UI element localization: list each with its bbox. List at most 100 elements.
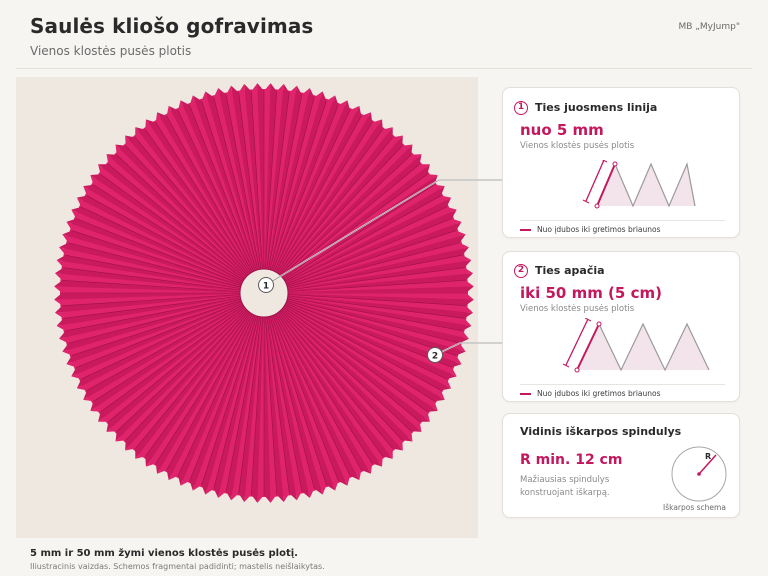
pleat-face-shade [238, 316, 262, 503]
pleat-crease [71, 300, 242, 356]
pleat-crease [272, 315, 339, 481]
pleat-face-shade [280, 309, 413, 442]
radius-schema-caption: Iškarpos schema [663, 503, 726, 512]
pleat-face-shade [192, 95, 257, 271]
hem-card: 2 Ties apačia iki 50 mm (5 cm) Vienos kl… [502, 251, 740, 402]
hem-card-divider [520, 384, 725, 385]
pleat-face-shade [62, 298, 241, 352]
pleat-face-light [106, 308, 247, 432]
pleat-crease [68, 298, 241, 344]
pleat-face-shade [54, 280, 241, 293]
pleat-face-light [286, 300, 462, 365]
pleat-crease [265, 316, 277, 495]
pleat-crease [100, 306, 245, 412]
pleat-crease [225, 94, 260, 270]
pleat-crease [135, 311, 249, 449]
pleat-face-shade [286, 299, 466, 356]
pleat-face-shade [56, 255, 241, 290]
pleat-face-light [284, 304, 445, 400]
pleat-crease [238, 316, 262, 494]
pleat-face-light [251, 83, 264, 270]
pleat-face-light [287, 293, 474, 300]
pleat-face-shade [284, 305, 445, 402]
pleat-face-light [90, 174, 245, 281]
radius-schema-icon: R [671, 446, 727, 502]
pleat-face-shade [90, 174, 245, 280]
pleat-crease [277, 312, 383, 457]
pleat-crease [145, 129, 251, 274]
pleat-face-shade [180, 100, 256, 271]
pleat-crease [135, 137, 249, 275]
pleat-crease [62, 280, 241, 292]
pleat-face-shade [287, 293, 474, 306]
pleat-face-light [274, 314, 362, 481]
pleat-face-shade [272, 315, 348, 486]
pleat-face-light [205, 316, 259, 495]
radius-card-desc: Mažiausias spindulys konstruojant iškarp… [520, 475, 610, 498]
pleat-face-shade [285, 303, 452, 391]
waist-card-badge: 1 [514, 101, 528, 115]
pleat-face-light [267, 316, 302, 501]
pleat-crease [251, 91, 263, 270]
pleat-face-light [56, 296, 241, 331]
pleat-face-light [266, 316, 290, 503]
pleat-face-shade [257, 83, 264, 270]
pleat-face-shade [287, 286, 474, 293]
pleat-face-light [282, 307, 430, 422]
pleat-face-light [231, 316, 261, 501]
pleat-face-light [244, 316, 263, 503]
pleat-crease [65, 254, 241, 289]
pleat-face-shade [125, 135, 249, 275]
pleat-crease [68, 242, 241, 288]
pleat-crease [63, 295, 241, 319]
pleat-crease [251, 316, 263, 495]
pleat-face-shade [287, 296, 472, 331]
hem-card-desc: Vienos klostės pusės plotis [520, 304, 635, 314]
pleat-face-shade [115, 144, 248, 277]
pleat-crease [108, 164, 246, 278]
pleat-face-shade [135, 127, 250, 275]
pleat-face-shade [285, 302, 457, 380]
pleat-crease [287, 298, 460, 344]
pleat-face-shade [177, 314, 255, 486]
pleat-face-shade [145, 119, 252, 274]
pleat-face-shade [281, 308, 422, 432]
pleat-crease [108, 308, 246, 422]
pleat-face-shade [274, 314, 360, 481]
pleat-face-shade [106, 154, 247, 278]
pleat-face-shade [135, 311, 250, 459]
pleat-face-light [282, 308, 422, 432]
pleat-crease [125, 310, 248, 441]
pleat-face-light [166, 105, 254, 272]
pleat-crease [166, 313, 253, 471]
pleat-face-shade [76, 303, 243, 389]
pleat-crease [155, 313, 252, 464]
footer-note: 5 mm ir 50 mm žymi vienos klostės pusės … [30, 548, 298, 559]
pleat-face-light [280, 309, 413, 442]
pleat-face-shade [76, 195, 243, 283]
pleat-face-light [287, 296, 472, 326]
pleat-face-shade [251, 316, 264, 503]
radius-card-heading: Vidinis iškarpos spindulys [520, 425, 682, 438]
pleat-crease [71, 230, 242, 286]
pleat-crease [284, 304, 442, 391]
pleat-face-shade [90, 305, 245, 412]
pleat-crease [116, 309, 247, 432]
pleat-face-light [276, 313, 373, 474]
pleat-crease [286, 300, 457, 356]
pleat-face-shade [166, 314, 254, 481]
pleat-crease [201, 100, 257, 271]
pleat-crease [63, 267, 241, 291]
pleat-crease [280, 310, 403, 441]
pleat-face-shade [66, 300, 242, 365]
pleat-crease [125, 145, 248, 276]
footer-disclaimer: Iliustracinis vaizdas. Schemos fragmenta… [30, 562, 325, 571]
pleat-face-light [180, 315, 256, 486]
waist-card: 1 Ties juosmens linija nuo 5 mm Vienos k… [502, 87, 740, 238]
pleat-crease [282, 308, 420, 422]
pleat-face-light [283, 305, 438, 412]
pleat-face-light [213, 88, 259, 270]
pleat-crease [86, 304, 244, 391]
pleat-face-light [115, 144, 248, 277]
pleat-face-light [90, 306, 245, 412]
